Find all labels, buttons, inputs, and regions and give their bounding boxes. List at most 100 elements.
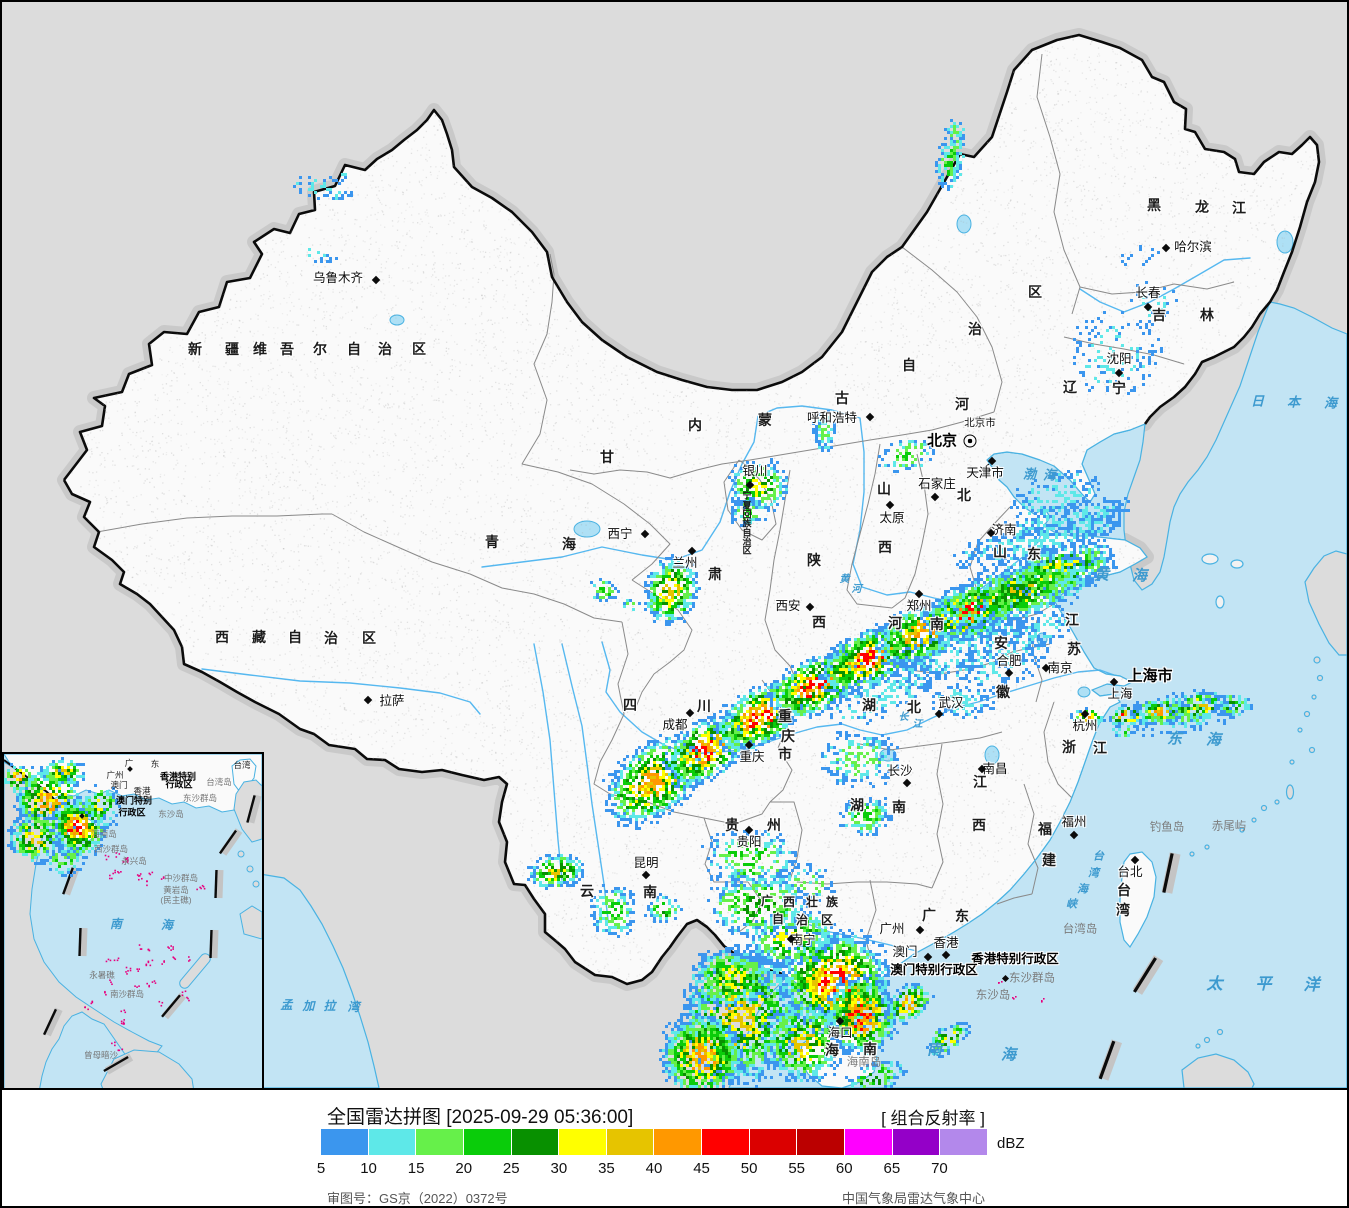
map-label: 江	[973, 774, 987, 790]
map-label: 广	[760, 894, 774, 908]
sea-label: 海	[1000, 1046, 1018, 1064]
map-label: 永兴岛	[121, 855, 147, 866]
map-label: 尔	[313, 341, 327, 357]
map-label: 澳门特别	[115, 795, 153, 806]
colorbar-tick: 65	[883, 1160, 901, 1177]
agency-name: 中国气象局雷达气象中心	[841, 1191, 985, 1206]
sea-label: 江	[912, 719, 924, 730]
city-label: 台北	[1117, 864, 1143, 879]
map-label: 香港特别	[159, 771, 197, 782]
map-label: 东沙岛	[975, 989, 1011, 1002]
map-label: 藏	[252, 629, 266, 645]
capital-marker-icon	[963, 434, 977, 448]
map-label: 西	[215, 629, 229, 645]
city-label: 武汉	[938, 695, 964, 710]
sea-label: 河	[851, 584, 863, 595]
map-label: 吉	[1152, 307, 1166, 323]
map-title: 全国雷达拼图 [2025-09-29 05:36:00]	[327, 1107, 634, 1128]
map-label: 自	[288, 629, 302, 645]
reflectivity-colorbar	[321, 1129, 987, 1155]
sea-label: 湾	[347, 1000, 361, 1014]
colorbar-segment	[797, 1129, 845, 1155]
colorbar-tick: 20	[455, 1160, 473, 1177]
map-label: 龙	[1195, 199, 1209, 215]
map-label: 广	[922, 907, 936, 923]
sea-label: 台	[1093, 850, 1105, 863]
map-label: 澳门特别行政区	[890, 962, 978, 977]
city-label: 天津市	[966, 465, 1004, 480]
map-label: 湖	[850, 797, 864, 813]
map-label: 澳门	[110, 779, 128, 790]
main-map: 新疆维吾尔自治区西藏自治区青海甘肃陕西山西河北山东河南湖北湖南四川贵州云南广东江…	[2, 2, 1347, 1088]
colorbar-tick: 15	[407, 1160, 425, 1177]
map-license-number: 审图号：GS京（2022）0372号	[327, 1191, 508, 1206]
sea-label: 日	[1250, 393, 1266, 409]
colorbar-segment	[559, 1129, 606, 1155]
city-label: 西安	[775, 598, 801, 613]
sea-label: 黄	[839, 574, 851, 585]
map-label: 浙	[1062, 739, 1076, 755]
map-label: 肃	[708, 566, 722, 582]
map-label: 南	[930, 616, 944, 632]
sea-label: 本	[1286, 394, 1302, 410]
city-label: 乌鲁木齐	[312, 270, 364, 285]
map-label: 南	[892, 799, 906, 815]
map-label: 辽	[1063, 379, 1077, 395]
city-label: 南宁	[790, 932, 816, 947]
map-label: 宁	[742, 490, 752, 501]
sea-label: 拉	[323, 999, 337, 1013]
map-label: 广	[124, 757, 134, 768]
map-label: 安	[994, 635, 1008, 651]
map-label: (民主礁)	[160, 894, 192, 905]
map-label: 东沙群岛	[1009, 972, 1055, 985]
map-label: 青	[485, 534, 499, 550]
map-label: 香港	[133, 785, 151, 796]
map-label: 香港特别行政区	[971, 951, 1059, 966]
city-label: 广州	[879, 921, 905, 936]
colorbar-tick: 55	[788, 1160, 806, 1177]
map-label: 东	[1027, 546, 1041, 562]
map-label: 海南岛	[846, 1056, 882, 1069]
map-label: 台湾	[233, 759, 251, 770]
map-label: 宁	[1112, 380, 1126, 396]
map-label: 湾	[1116, 902, 1130, 918]
sea-label: 太	[1206, 976, 1224, 993]
map-label: 四	[623, 697, 637, 713]
map-label: 州	[767, 817, 781, 833]
map-label: 东	[955, 908, 969, 924]
map-label: 陕	[807, 552, 821, 568]
map-label: 治	[324, 630, 338, 646]
map-label: 山	[877, 481, 891, 497]
map-label: 自	[771, 912, 785, 926]
map-label: 治	[795, 913, 809, 927]
map-label: 北	[957, 487, 971, 503]
map-label: 山	[993, 544, 1007, 560]
map-label: 治	[742, 536, 752, 547]
map-label: 回	[742, 509, 752, 520]
map-label: 吾	[280, 341, 294, 357]
colorbar-segment	[654, 1129, 702, 1155]
map-label: 海南岛	[91, 828, 117, 839]
map-label: 自	[902, 357, 916, 373]
sea-label: 南	[109, 917, 125, 931]
colorbar-segment	[463, 1129, 511, 1155]
map-label: 海	[562, 536, 576, 552]
map-label: 西	[782, 895, 796, 909]
map-label: 南	[643, 884, 657, 900]
sea-label: 长	[898, 712, 910, 723]
map-label: 中沙群岛	[163, 872, 199, 883]
map-label: 台湾岛	[1062, 923, 1098, 936]
colorbar-tick: 10	[360, 1160, 377, 1177]
colorbar-segment	[606, 1129, 654, 1155]
sea-label: 渤	[1022, 466, 1038, 482]
sea-label: 峡	[1066, 898, 1078, 911]
inset-echo-layer	[4, 754, 262, 1092]
sea-label: 海	[1077, 883, 1089, 896]
map-label: 治	[378, 341, 392, 357]
sea-label: 孟	[280, 998, 294, 1012]
map-label: 疆	[225, 341, 239, 357]
map-label: 内	[688, 417, 702, 433]
city-label: 福州	[1061, 814, 1087, 829]
city-label: 济南	[991, 522, 1017, 537]
colorbar-segment	[940, 1129, 987, 1155]
